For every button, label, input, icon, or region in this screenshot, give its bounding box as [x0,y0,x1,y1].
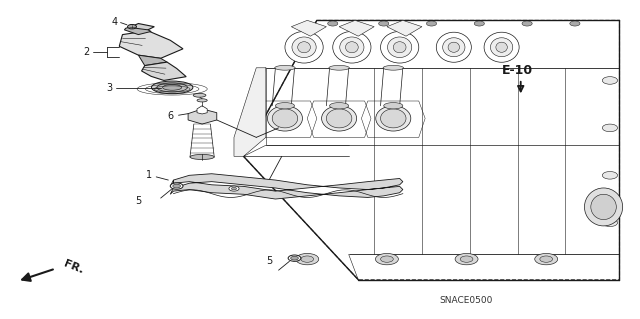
Text: SNACE0500: SNACE0500 [440,296,493,305]
Ellipse shape [383,65,403,70]
Ellipse shape [152,81,193,94]
Polygon shape [119,31,183,58]
Text: 3: 3 [107,83,113,93]
Ellipse shape [268,106,303,131]
Polygon shape [124,27,151,34]
Circle shape [229,186,239,191]
Ellipse shape [197,99,207,102]
Polygon shape [188,109,217,124]
Ellipse shape [292,37,316,57]
Circle shape [474,21,484,26]
Ellipse shape [275,65,295,70]
Circle shape [170,183,183,189]
Circle shape [288,255,301,261]
Polygon shape [339,20,374,36]
Ellipse shape [272,109,298,128]
Polygon shape [141,62,186,80]
Text: 5: 5 [266,256,272,266]
Ellipse shape [275,103,294,109]
Ellipse shape [157,83,188,92]
Circle shape [301,256,314,262]
Circle shape [460,256,473,262]
Ellipse shape [381,32,419,63]
Ellipse shape [384,103,403,109]
Polygon shape [170,174,403,199]
Circle shape [328,21,338,26]
Ellipse shape [333,32,371,63]
Polygon shape [387,20,422,36]
Ellipse shape [443,38,465,57]
Text: E-10: E-10 [502,64,533,78]
Circle shape [602,124,618,132]
Circle shape [535,253,557,265]
Ellipse shape [285,32,323,63]
Circle shape [173,184,180,188]
Ellipse shape [190,154,214,160]
Ellipse shape [394,42,406,53]
Ellipse shape [496,42,508,52]
Circle shape [570,21,580,26]
Text: 1: 1 [146,170,152,180]
Circle shape [602,172,618,179]
Ellipse shape [298,42,310,53]
Circle shape [522,21,532,26]
Circle shape [455,253,478,265]
Ellipse shape [193,93,206,97]
Text: FR.: FR. [62,258,84,276]
Text: 4: 4 [112,17,118,27]
Ellipse shape [584,188,623,226]
Circle shape [291,256,298,260]
Circle shape [376,253,398,265]
Circle shape [602,77,618,84]
Polygon shape [138,55,167,66]
Text: 2: 2 [83,47,89,57]
Circle shape [232,187,237,190]
Circle shape [379,21,389,26]
Ellipse shape [376,106,411,131]
Ellipse shape [329,65,349,70]
Ellipse shape [436,32,471,62]
Circle shape [540,256,552,262]
Polygon shape [197,106,207,114]
Ellipse shape [448,42,460,52]
Circle shape [381,256,394,262]
Ellipse shape [346,42,358,53]
Ellipse shape [591,194,616,219]
Circle shape [426,21,436,26]
Ellipse shape [388,37,412,57]
Polygon shape [127,24,154,32]
Ellipse shape [330,103,349,109]
Text: 5: 5 [135,196,141,206]
Circle shape [602,219,618,226]
Circle shape [296,253,319,265]
Polygon shape [234,68,266,156]
Ellipse shape [484,32,519,62]
Circle shape [127,25,136,29]
Ellipse shape [163,85,182,90]
Ellipse shape [326,109,352,128]
Ellipse shape [490,38,513,57]
Text: 6: 6 [167,111,173,121]
Ellipse shape [340,37,364,57]
Ellipse shape [321,106,356,131]
Ellipse shape [381,109,406,128]
Polygon shape [291,20,326,36]
